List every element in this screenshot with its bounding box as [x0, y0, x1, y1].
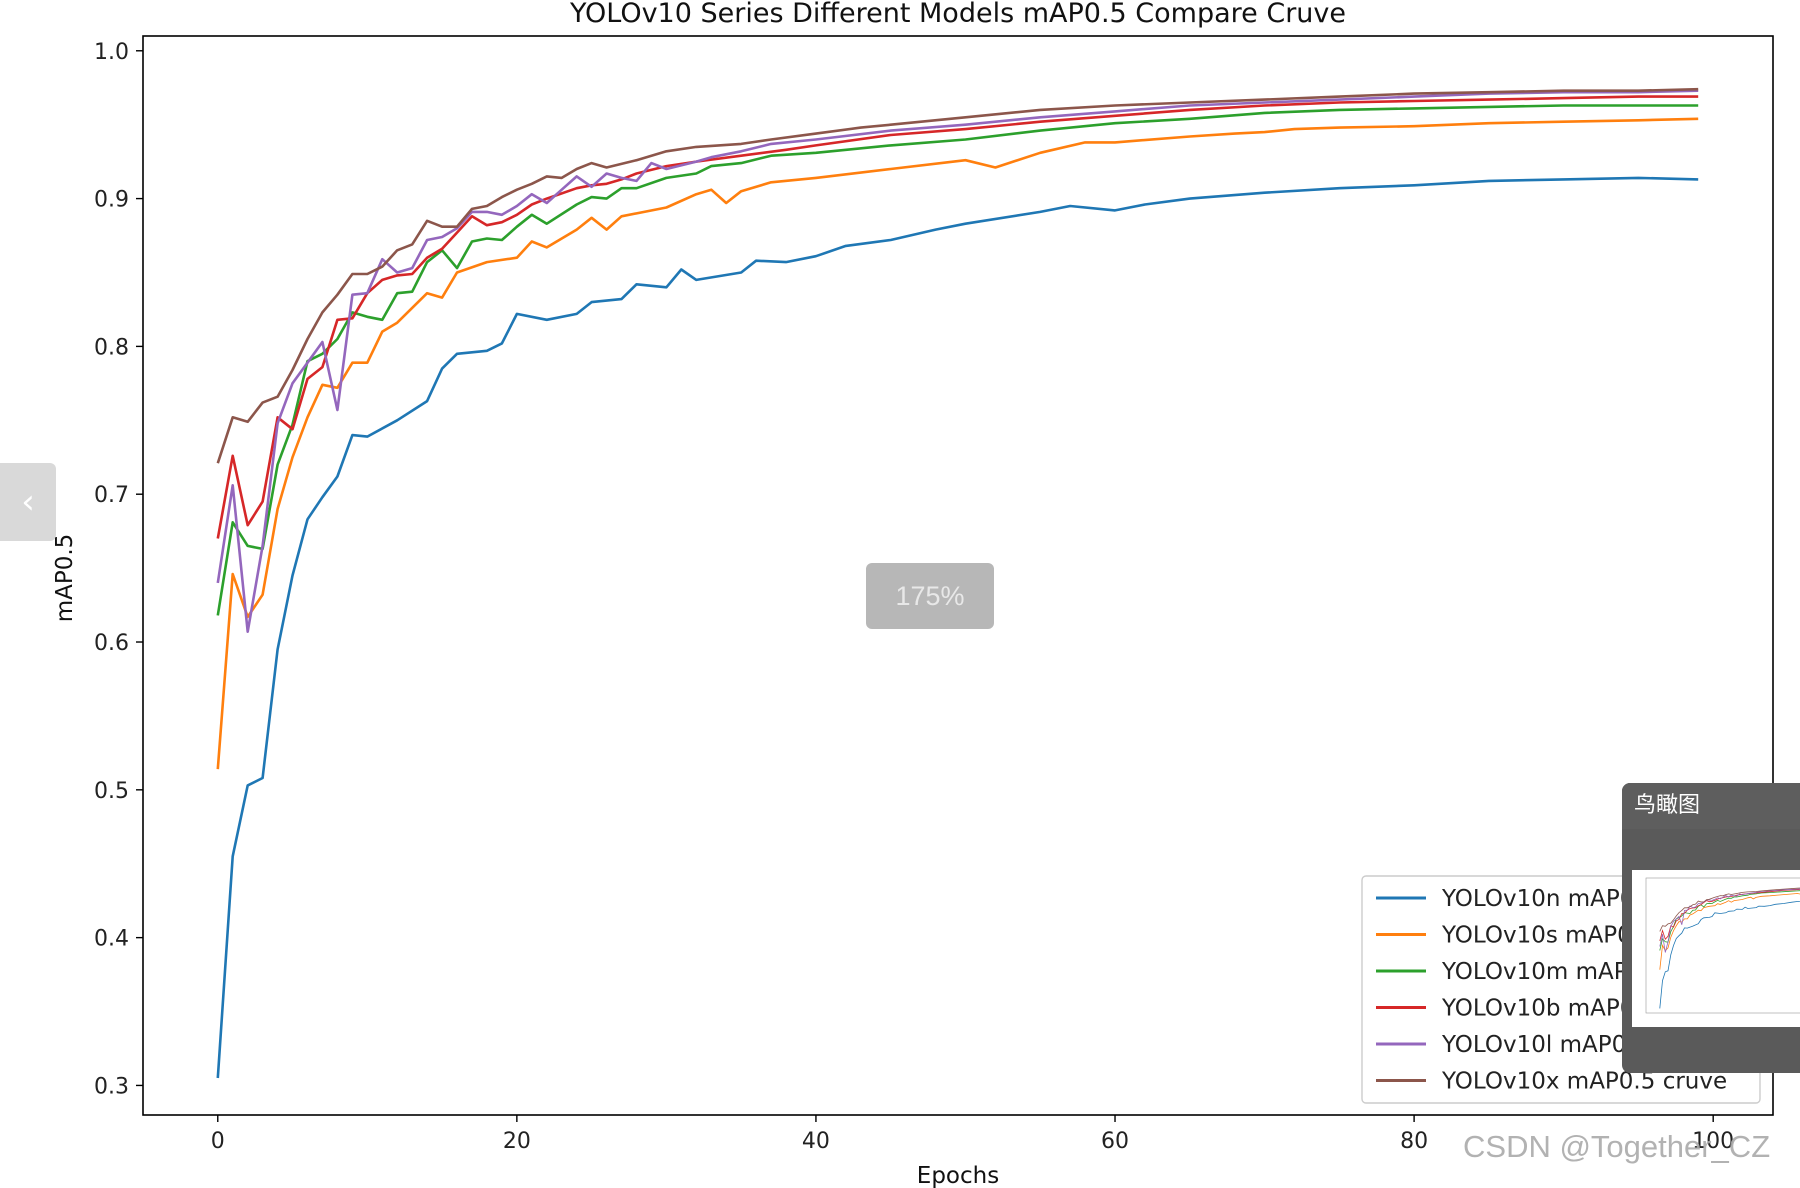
birdseye-thumbnail-chart [1645, 877, 1800, 1014]
y-axis-title: mAP0.5 [52, 534, 78, 623]
y-tick-label: 0.3 [94, 1074, 129, 1099]
y-tick-label: 0.5 [94, 779, 129, 804]
thumbnail-series-line [1659, 887, 1800, 932]
thumbnail-series-line [1659, 900, 1800, 1009]
y-tick-label: 0.7 [94, 483, 129, 508]
watermark: CSDN @Together_CZ [1463, 1129, 1771, 1164]
x-tick-label: 0 [211, 1129, 225, 1154]
birdseye-title: 鸟瞰图 [1622, 783, 1800, 829]
zoom-level-label: 175% [895, 580, 965, 611]
plot-frame [142, 35, 1774, 1116]
series-line-4 [216, 89, 1699, 633]
series-lines [216, 87, 1699, 1079]
x-tick-label: 40 [802, 1129, 830, 1154]
y-tick-label: 1.0 [94, 40, 129, 65]
thumbnail-series-line [1659, 888, 1800, 953]
previous-image-button[interactable]: ‹ [0, 463, 56, 541]
series-line-3 [216, 95, 1699, 539]
thumbnail-series-line [1659, 893, 1800, 970]
y-tick-label: 0.8 [94, 335, 129, 360]
zoom-level-badge: 175% [866, 563, 994, 629]
thumbnail-series-line [1659, 889, 1800, 942]
y-tick-label: 0.4 [94, 927, 129, 952]
y-tick-label: 0.9 [94, 188, 129, 213]
x-tick-label: 80 [1400, 1129, 1428, 1154]
chart-title: YOLOv10 Series Different Models mAP0.5 C… [569, 0, 1346, 29]
x-tick-label: 20 [503, 1129, 531, 1154]
series-line-1 [216, 117, 1699, 770]
thumbnail-frame [1645, 877, 1800, 1014]
series-line-0 [216, 176, 1699, 1079]
x-axis: 0 20 40 60 80 100 [211, 1115, 1734, 1154]
chevron-left-icon: ‹ [21, 482, 35, 522]
x-tick-label: 100 [1692, 1129, 1734, 1154]
y-tick-label: 0.6 [94, 631, 129, 656]
series-line-5 [216, 87, 1699, 464]
birdseye-panel[interactable]: 鸟瞰图 [1622, 783, 1800, 1073]
birdseye-thumbnail[interactable] [1632, 870, 1800, 1027]
x-tick-label: 60 [1101, 1129, 1129, 1154]
y-axis: 0.3 0.4 0.5 0.6 0.7 0.8 0.9 1.0 [94, 40, 143, 1099]
x-axis-title: Epochs [917, 1163, 999, 1188]
